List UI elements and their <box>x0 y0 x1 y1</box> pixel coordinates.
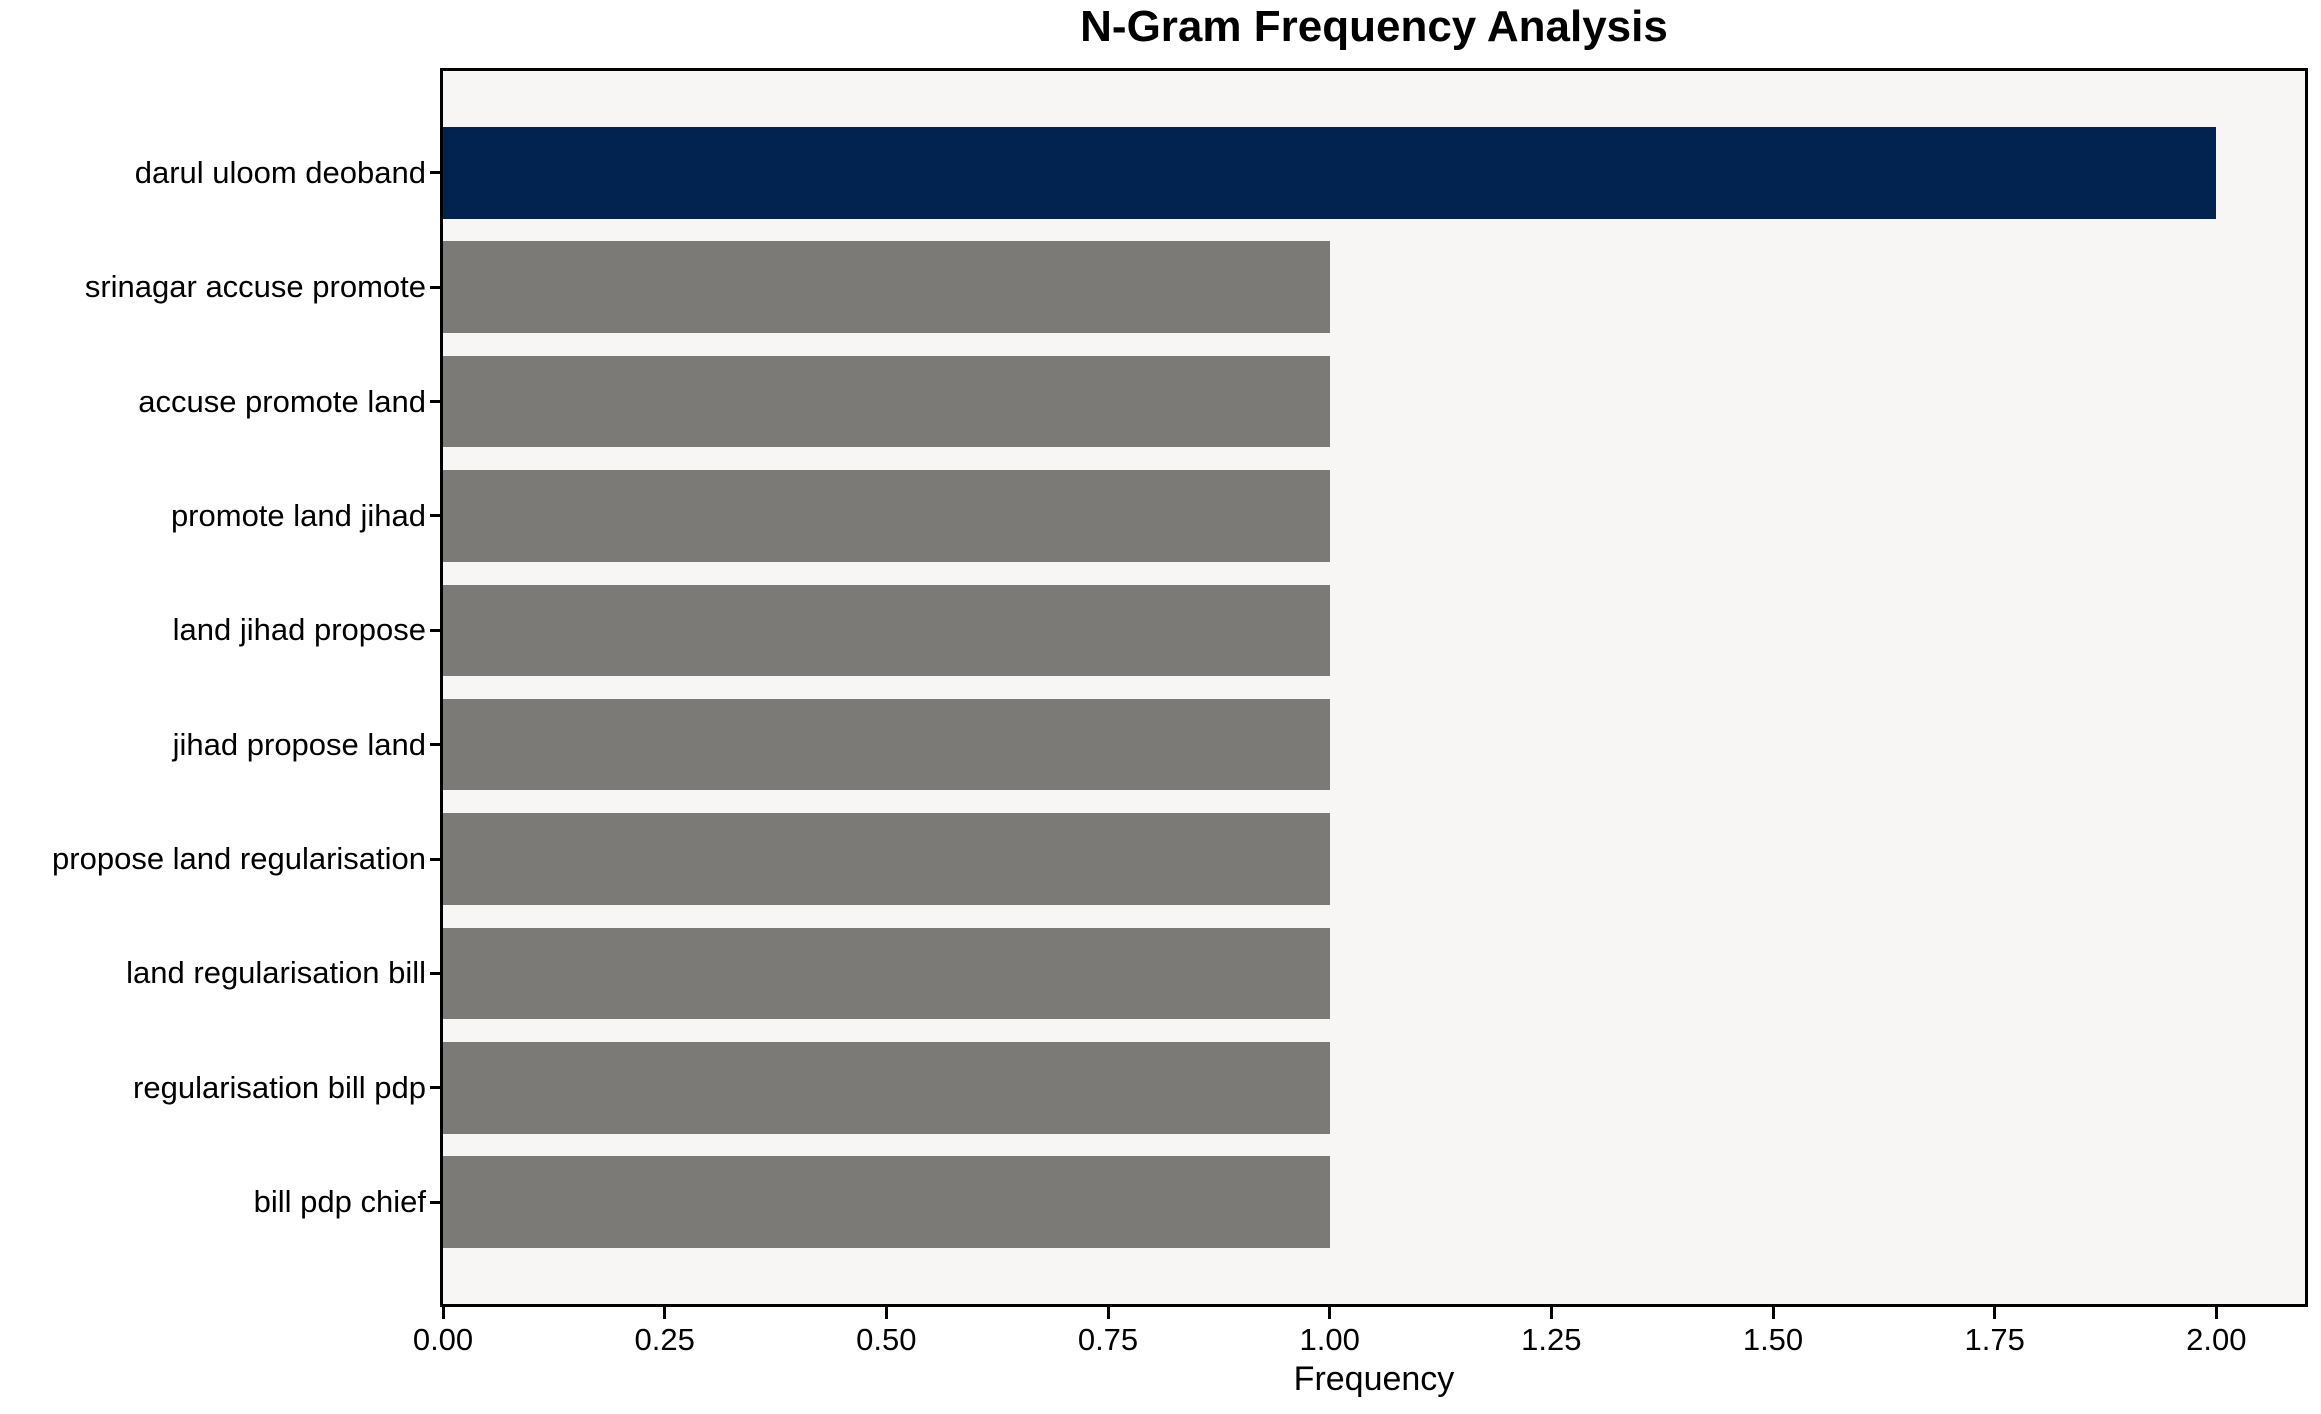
x-tick <box>1328 1307 1332 1319</box>
bar <box>443 1042 1330 1134</box>
bar <box>443 355 1330 448</box>
bar <box>443 698 1330 791</box>
x-tick <box>1106 1307 1110 1319</box>
x-tick-label: 0.00 <box>412 1322 474 1357</box>
y-axis-label: land regularisation bill <box>126 955 426 991</box>
x-tick-label: 0.50 <box>856 1322 917 1357</box>
y-tick <box>430 400 442 404</box>
x-tick-label: 2.00 <box>2186 1322 2247 1357</box>
bar <box>443 241 1330 333</box>
bar <box>443 127 2217 219</box>
y-tick <box>430 1200 442 1204</box>
x-tick-label: 1.00 <box>1299 1322 1360 1357</box>
plot-area <box>440 68 2308 1307</box>
y-tick <box>430 514 442 518</box>
y-axis-label: jihad propose land <box>172 726 426 762</box>
y-axis-label: regularisation bill pdp <box>133 1069 426 1105</box>
y-tick <box>430 285 442 289</box>
x-tick <box>2214 1307 2218 1319</box>
y-tick <box>430 1086 442 1090</box>
x-tick-label: 1.75 <box>1964 1322 2025 1357</box>
bar <box>443 813 1330 905</box>
x-tick-label: 1.25 <box>1521 1322 1582 1357</box>
x-tick-label: 1.50 <box>1742 1322 1804 1357</box>
y-axis-label: propose land regularisation <box>52 841 426 877</box>
y-tick <box>430 171 442 175</box>
bar <box>443 927 1330 1020</box>
y-axis-label: accuse promote land <box>138 383 426 419</box>
y-axis-label: darul uloom deoband <box>134 154 426 190</box>
bar <box>443 1156 1330 1248</box>
x-tick <box>1549 1307 1553 1319</box>
y-axis-label: srinagar accuse promote <box>84 269 426 305</box>
chart-title: N-Gram Frequency Analysis <box>1080 2 1668 51</box>
x-tick <box>884 1307 888 1319</box>
y-axis-label: bill pdp chief <box>253 1184 426 1220</box>
y-tick <box>430 743 442 747</box>
x-tick <box>663 1307 667 1319</box>
y-tick <box>430 628 442 632</box>
x-axis-title: Frequency <box>1293 1360 1455 1398</box>
y-axis-label: land jihad propose <box>172 612 426 648</box>
y-axis-label: promote land jihad <box>170 497 426 533</box>
x-tick-label: 0.75 <box>1077 1322 1139 1357</box>
y-tick <box>430 857 442 861</box>
x-tick <box>1993 1307 1997 1319</box>
x-tick-label: 0.25 <box>634 1322 695 1357</box>
y-tick <box>430 971 442 975</box>
x-tick <box>441 1307 445 1319</box>
bar <box>443 470 1330 562</box>
bar <box>443 584 1330 677</box>
x-tick <box>1771 1307 1775 1319</box>
